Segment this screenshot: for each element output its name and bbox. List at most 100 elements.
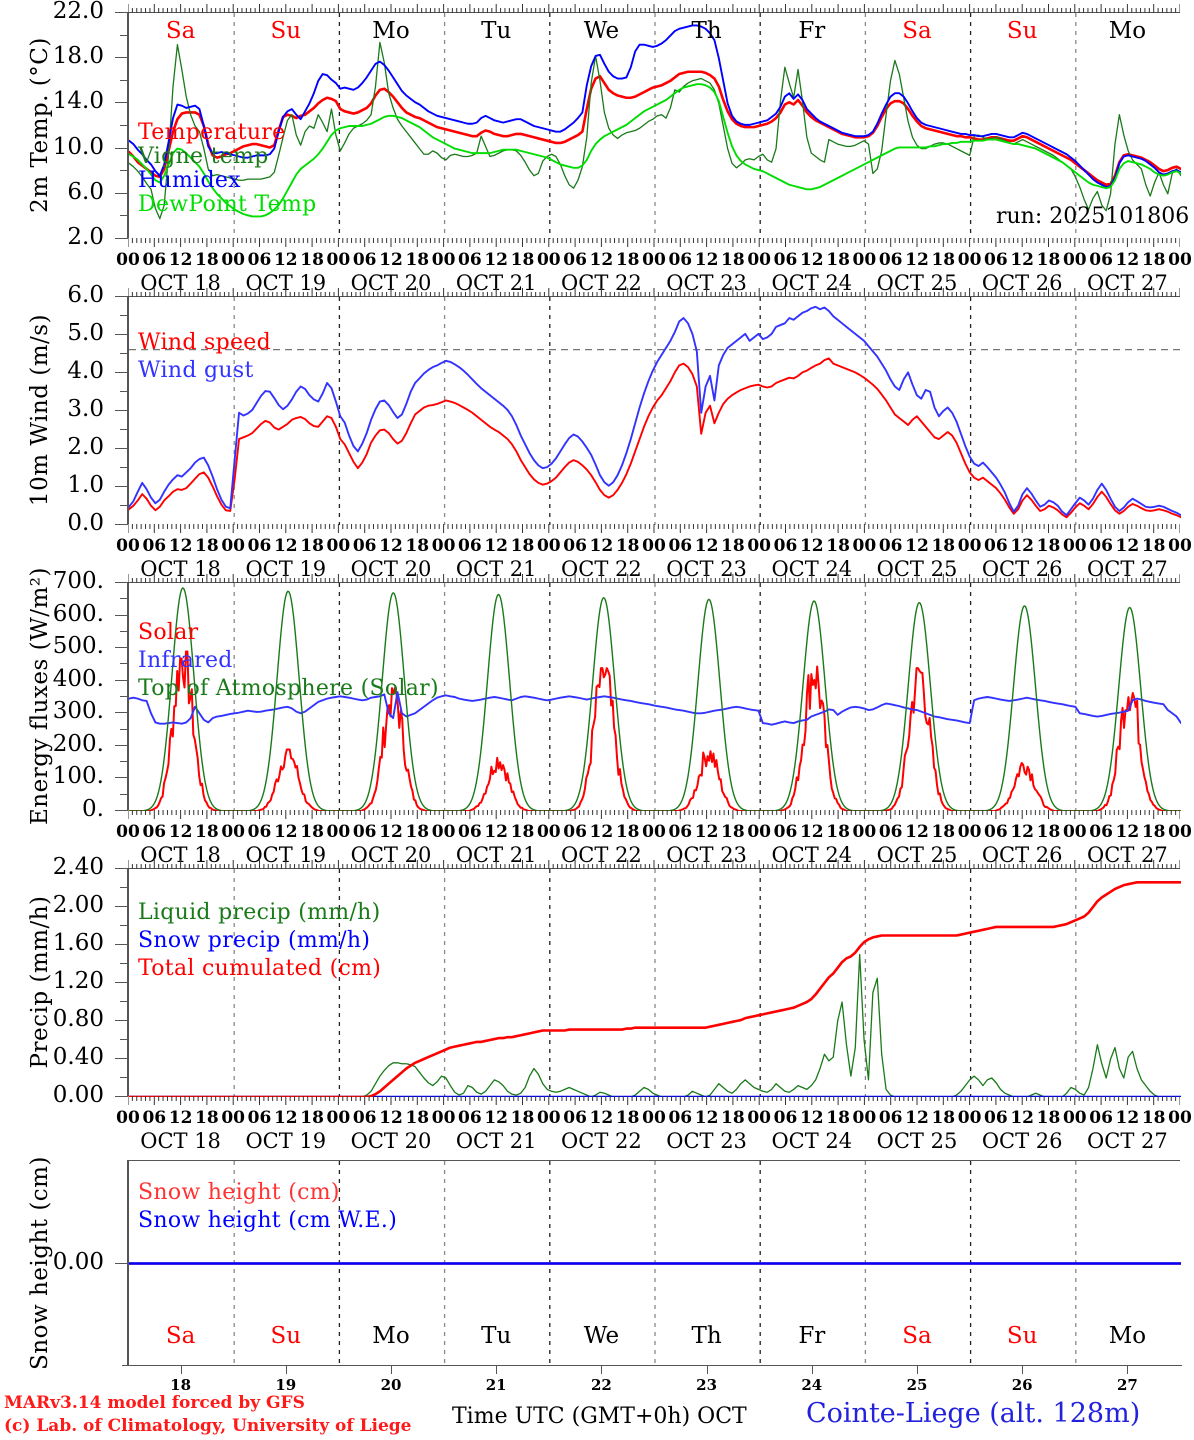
hour-label: 06 — [773, 250, 798, 270]
hour-label: 00 — [747, 536, 772, 556]
hour-label: 18 — [405, 536, 430, 556]
legend-wind-0: Wind speed — [138, 330, 272, 355]
y-tick-label-temperature-4: 18.0 — [52, 43, 104, 70]
day-abbrev-top-2: Mo — [372, 18, 410, 44]
hour-label: 00 — [957, 250, 982, 270]
hour-label: 06 — [247, 536, 272, 556]
y-tick-label-wind-1: 1.0 — [67, 472, 104, 498]
hour-label: 00 — [536, 536, 561, 556]
hour-label: 12 — [694, 250, 719, 270]
hour-label: 18 — [721, 1108, 745, 1128]
day-number-label: 21 — [485, 1376, 507, 1394]
hour-label: 06 — [773, 536, 798, 556]
hour-label: 18 — [615, 250, 640, 270]
y-tick-label-wind-0: 0.0 — [67, 510, 104, 536]
hour-label: 00 — [1062, 822, 1087, 842]
y-axis-title-energy_fluxes: Energy fluxes (W/m²) — [27, 567, 53, 825]
hour-label: 00 — [116, 250, 140, 270]
hour-label: 06 — [563, 822, 587, 842]
y-minor-tick — [120, 79, 128, 81]
y-axis-title-wind: 10m Wind (m/s) — [27, 313, 53, 507]
day-abbrev-top-9: Mo — [1108, 18, 1147, 44]
hour-label: 00 — [852, 536, 877, 556]
hour-label: 12 — [694, 536, 719, 556]
hour-label: 00 — [431, 1108, 456, 1128]
hour-label: 12 — [905, 250, 929, 270]
y-tick-mark — [115, 12, 128, 13]
hour-label: 12 — [694, 1108, 719, 1128]
y-minor-tick — [120, 728, 128, 730]
plot-area-energy_fluxes — [128, 582, 1181, 811]
y-tick-mark — [115, 647, 128, 649]
day-number-label: 24 — [801, 1376, 823, 1394]
x-axis-line-snow — [122, 1365, 1182, 1366]
hour-label: 18 — [405, 250, 430, 270]
day-number-tick — [917, 1365, 918, 1374]
hour-label: 12 — [273, 250, 298, 270]
hour-label: 18 — [195, 1108, 219, 1128]
day-number-label: 25 — [906, 1376, 928, 1394]
hour-label: 00 — [1168, 250, 1192, 270]
day-abbrev-top-4: We — [583, 18, 620, 44]
hour-label: 18 — [721, 536, 745, 556]
x-tick-band-top-wind — [128, 287, 1180, 297]
day-number-tick — [1127, 1365, 1129, 1374]
y-axis-line-energy_fluxes — [127, 582, 128, 810]
hour-label: 18 — [1141, 536, 1166, 556]
y-tick-label-precipitation-2: 0.80 — [52, 1006, 104, 1032]
y-minor-tick — [120, 963, 128, 964]
y-tick-label-temperature-3: 14.0 — [52, 88, 104, 115]
hour-label: 18 — [510, 250, 535, 270]
hour-label: 00 — [221, 1108, 246, 1128]
hour-label: 18 — [1141, 822, 1166, 842]
y-tick-mark — [115, 944, 128, 945]
legend-wind-1: Wind gust — [138, 358, 254, 383]
y-tick-mark — [115, 192, 128, 194]
day-abbrev-bottom-5: Th — [691, 1323, 722, 1349]
day-abbrev-top-6: Fr — [798, 18, 826, 44]
y-tick-label-precipitation-1: 0.40 — [52, 1044, 104, 1070]
model-credit-line1: MARv3.14 model forced by GFS — [4, 1393, 305, 1413]
hour-label: 00 — [1062, 250, 1087, 270]
hour-label: 00 — [431, 536, 456, 556]
hour-label: 12 — [379, 1108, 403, 1128]
legend-temperature-0: Temperature — [138, 120, 286, 145]
hour-label: 00 — [536, 1108, 561, 1128]
hour-label: 12 — [799, 822, 824, 842]
y-minor-tick — [120, 467, 128, 468]
x-tick-band-top-precipitation — [128, 859, 1180, 869]
hour-label: 06 — [984, 1108, 1008, 1128]
y-axis-title-snow_height: Snow height (cm) — [27, 1155, 53, 1370]
hour-label: 06 — [352, 250, 377, 270]
hour-label: 12 — [799, 250, 824, 270]
hour-label: 18 — [405, 822, 430, 842]
hour-label: 18 — [721, 250, 745, 270]
hour-label: 06 — [352, 536, 377, 556]
date-label: OCT 19 — [245, 1129, 327, 1153]
hour-label: 18 — [300, 536, 324, 556]
y-tick-label-energy_fluxes-4: 400. — [52, 665, 104, 692]
day-abbrev-top-3: Tu — [481, 18, 512, 44]
hour-label: 18 — [826, 536, 850, 556]
y-minor-tick — [120, 429, 128, 430]
plot-area-wind — [128, 296, 1181, 525]
y-minor-tick — [120, 793, 128, 795]
y-tick-mark — [115, 1096, 128, 1097]
y-tick-mark — [115, 524, 128, 525]
y-tick-mark — [115, 777, 128, 779]
hour-label: 12 — [589, 250, 614, 270]
hour-label: 12 — [168, 536, 193, 556]
date-label: OCT 27 — [1087, 1129, 1168, 1153]
day-number-tick — [601, 1365, 603, 1374]
y-minor-tick — [120, 170, 128, 172]
y-tick-label-energy_fluxes-1: 100. — [52, 763, 104, 790]
station-label: Cointe-Liege (alt. 128m) — [806, 1398, 1141, 1429]
x-tick-band-precipitation — [128, 1096, 1180, 1106]
day-number-tick — [496, 1365, 498, 1374]
hour-label: 12 — [1010, 536, 1035, 556]
date-label: OCT 24 — [771, 1129, 853, 1153]
y-tick-mark — [115, 906, 128, 907]
plot-area-precipitation — [128, 868, 1181, 1097]
day-abbrev-top-0: Sa — [165, 18, 196, 44]
hour-label: 06 — [247, 250, 272, 270]
